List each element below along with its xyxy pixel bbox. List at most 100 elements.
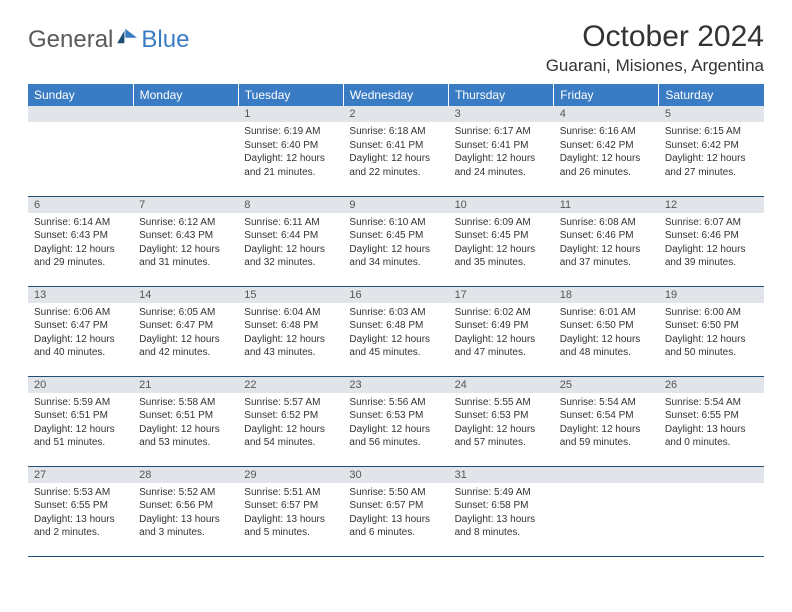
calendar-cell bbox=[133, 106, 238, 196]
calendar-cell bbox=[554, 466, 659, 556]
day-number: 31 bbox=[449, 467, 554, 483]
day-number: 27 bbox=[28, 467, 133, 483]
day-details: Sunrise: 6:07 AMSunset: 6:46 PMDaylight:… bbox=[659, 213, 764, 273]
calendar-cell: 6Sunrise: 6:14 AMSunset: 6:43 PMDaylight… bbox=[28, 196, 133, 286]
day-number: 13 bbox=[28, 287, 133, 303]
calendar-cell: 24Sunrise: 5:55 AMSunset: 6:53 PMDayligh… bbox=[449, 376, 554, 466]
day-details: Sunrise: 6:14 AMSunset: 6:43 PMDaylight:… bbox=[28, 213, 133, 273]
calendar-cell: 14Sunrise: 6:05 AMSunset: 6:47 PMDayligh… bbox=[133, 286, 238, 376]
calendar-table: SundayMondayTuesdayWednesdayThursdayFrid… bbox=[28, 84, 764, 557]
day-number bbox=[554, 467, 659, 483]
day-number: 16 bbox=[343, 287, 448, 303]
calendar-cell: 26Sunrise: 5:54 AMSunset: 6:55 PMDayligh… bbox=[659, 376, 764, 466]
day-details: Sunrise: 6:19 AMSunset: 6:40 PMDaylight:… bbox=[238, 122, 343, 182]
day-number: 28 bbox=[133, 467, 238, 483]
calendar-row: 13Sunrise: 6:06 AMSunset: 6:47 PMDayligh… bbox=[28, 286, 764, 376]
weekday-header: Wednesday bbox=[343, 84, 448, 106]
day-number: 15 bbox=[238, 287, 343, 303]
brand-logo: General Blue bbox=[28, 26, 189, 54]
weekday-header-row: SundayMondayTuesdayWednesdayThursdayFrid… bbox=[28, 84, 764, 106]
day-details: Sunrise: 5:55 AMSunset: 6:53 PMDaylight:… bbox=[449, 393, 554, 453]
brand-part-2: Blue bbox=[141, 26, 189, 54]
weekday-header: Friday bbox=[554, 84, 659, 106]
day-number: 8 bbox=[238, 197, 343, 213]
calendar-cell: 30Sunrise: 5:50 AMSunset: 6:57 PMDayligh… bbox=[343, 466, 448, 556]
calendar-cell: 10Sunrise: 6:09 AMSunset: 6:45 PMDayligh… bbox=[449, 196, 554, 286]
day-details: Sunrise: 6:09 AMSunset: 6:45 PMDaylight:… bbox=[449, 213, 554, 273]
day-details: Sunrise: 6:08 AMSunset: 6:46 PMDaylight:… bbox=[554, 213, 659, 273]
location-text: Guarani, Misiones, Argentina bbox=[546, 56, 764, 76]
day-details: Sunrise: 5:54 AMSunset: 6:55 PMDaylight:… bbox=[659, 393, 764, 453]
calendar-cell: 28Sunrise: 5:52 AMSunset: 6:56 PMDayligh… bbox=[133, 466, 238, 556]
calendar-cell: 22Sunrise: 5:57 AMSunset: 6:52 PMDayligh… bbox=[238, 376, 343, 466]
day-details: Sunrise: 6:01 AMSunset: 6:50 PMDaylight:… bbox=[554, 303, 659, 363]
calendar-cell: 21Sunrise: 5:58 AMSunset: 6:51 PMDayligh… bbox=[133, 376, 238, 466]
title-block: October 2024 Guarani, Misiones, Argentin… bbox=[546, 20, 764, 76]
day-details bbox=[133, 122, 238, 128]
day-details: Sunrise: 5:58 AMSunset: 6:51 PMDaylight:… bbox=[133, 393, 238, 453]
calendar-cell: 16Sunrise: 6:03 AMSunset: 6:48 PMDayligh… bbox=[343, 286, 448, 376]
day-details: Sunrise: 5:51 AMSunset: 6:57 PMDaylight:… bbox=[238, 483, 343, 543]
day-number: 19 bbox=[659, 287, 764, 303]
day-details: Sunrise: 6:15 AMSunset: 6:42 PMDaylight:… bbox=[659, 122, 764, 182]
day-number: 3 bbox=[449, 106, 554, 122]
day-number: 30 bbox=[343, 467, 448, 483]
month-title: October 2024 bbox=[546, 20, 764, 54]
calendar-cell: 17Sunrise: 6:02 AMSunset: 6:49 PMDayligh… bbox=[449, 286, 554, 376]
day-details: Sunrise: 6:12 AMSunset: 6:43 PMDaylight:… bbox=[133, 213, 238, 273]
flag-icon bbox=[117, 27, 139, 45]
calendar-cell: 29Sunrise: 5:51 AMSunset: 6:57 PMDayligh… bbox=[238, 466, 343, 556]
calendar-cell: 27Sunrise: 5:53 AMSunset: 6:55 PMDayligh… bbox=[28, 466, 133, 556]
day-number: 10 bbox=[449, 197, 554, 213]
day-number: 9 bbox=[343, 197, 448, 213]
calendar-row: 20Sunrise: 5:59 AMSunset: 6:51 PMDayligh… bbox=[28, 376, 764, 466]
day-number: 7 bbox=[133, 197, 238, 213]
day-number: 5 bbox=[659, 106, 764, 122]
calendar-cell: 2Sunrise: 6:18 AMSunset: 6:41 PMDaylight… bbox=[343, 106, 448, 196]
day-details bbox=[554, 483, 659, 489]
day-details: Sunrise: 5:56 AMSunset: 6:53 PMDaylight:… bbox=[343, 393, 448, 453]
day-details: Sunrise: 6:06 AMSunset: 6:47 PMDaylight:… bbox=[28, 303, 133, 363]
day-number: 18 bbox=[554, 287, 659, 303]
day-details bbox=[28, 122, 133, 128]
weekday-header: Thursday bbox=[449, 84, 554, 106]
day-details: Sunrise: 6:02 AMSunset: 6:49 PMDaylight:… bbox=[449, 303, 554, 363]
calendar-cell bbox=[659, 466, 764, 556]
weekday-header: Monday bbox=[133, 84, 238, 106]
day-number: 22 bbox=[238, 377, 343, 393]
calendar-cell: 1Sunrise: 6:19 AMSunset: 6:40 PMDaylight… bbox=[238, 106, 343, 196]
day-number: 17 bbox=[449, 287, 554, 303]
day-details: Sunrise: 5:52 AMSunset: 6:56 PMDaylight:… bbox=[133, 483, 238, 543]
day-details: Sunrise: 5:54 AMSunset: 6:54 PMDaylight:… bbox=[554, 393, 659, 453]
day-details: Sunrise: 6:00 AMSunset: 6:50 PMDaylight:… bbox=[659, 303, 764, 363]
day-number: 6 bbox=[28, 197, 133, 213]
day-number: 26 bbox=[659, 377, 764, 393]
calendar-cell: 7Sunrise: 6:12 AMSunset: 6:43 PMDaylight… bbox=[133, 196, 238, 286]
calendar-cell: 25Sunrise: 5:54 AMSunset: 6:54 PMDayligh… bbox=[554, 376, 659, 466]
day-details: Sunrise: 5:57 AMSunset: 6:52 PMDaylight:… bbox=[238, 393, 343, 453]
calendar-row: 27Sunrise: 5:53 AMSunset: 6:55 PMDayligh… bbox=[28, 466, 764, 556]
day-number bbox=[28, 106, 133, 122]
calendar-cell: 13Sunrise: 6:06 AMSunset: 6:47 PMDayligh… bbox=[28, 286, 133, 376]
calendar-cell: 11Sunrise: 6:08 AMSunset: 6:46 PMDayligh… bbox=[554, 196, 659, 286]
day-number: 29 bbox=[238, 467, 343, 483]
day-details: Sunrise: 5:50 AMSunset: 6:57 PMDaylight:… bbox=[343, 483, 448, 543]
brand-part-1: General bbox=[28, 26, 113, 54]
calendar-row: 6Sunrise: 6:14 AMSunset: 6:43 PMDaylight… bbox=[28, 196, 764, 286]
day-number: 1 bbox=[238, 106, 343, 122]
day-details: Sunrise: 6:03 AMSunset: 6:48 PMDaylight:… bbox=[343, 303, 448, 363]
weekday-header: Tuesday bbox=[238, 84, 343, 106]
calendar-cell: 5Sunrise: 6:15 AMSunset: 6:42 PMDaylight… bbox=[659, 106, 764, 196]
calendar-cell: 9Sunrise: 6:10 AMSunset: 6:45 PMDaylight… bbox=[343, 196, 448, 286]
calendar-row: 1Sunrise: 6:19 AMSunset: 6:40 PMDaylight… bbox=[28, 106, 764, 196]
calendar-cell: 3Sunrise: 6:17 AMSunset: 6:41 PMDaylight… bbox=[449, 106, 554, 196]
day-details: Sunrise: 6:05 AMSunset: 6:47 PMDaylight:… bbox=[133, 303, 238, 363]
calendar-cell: 18Sunrise: 6:01 AMSunset: 6:50 PMDayligh… bbox=[554, 286, 659, 376]
day-number: 23 bbox=[343, 377, 448, 393]
day-number: 11 bbox=[554, 197, 659, 213]
calendar-cell: 23Sunrise: 5:56 AMSunset: 6:53 PMDayligh… bbox=[343, 376, 448, 466]
day-number bbox=[133, 106, 238, 122]
calendar-cell: 19Sunrise: 6:00 AMSunset: 6:50 PMDayligh… bbox=[659, 286, 764, 376]
calendar-cell: 31Sunrise: 5:49 AMSunset: 6:58 PMDayligh… bbox=[449, 466, 554, 556]
day-details: Sunrise: 6:16 AMSunset: 6:42 PMDaylight:… bbox=[554, 122, 659, 182]
